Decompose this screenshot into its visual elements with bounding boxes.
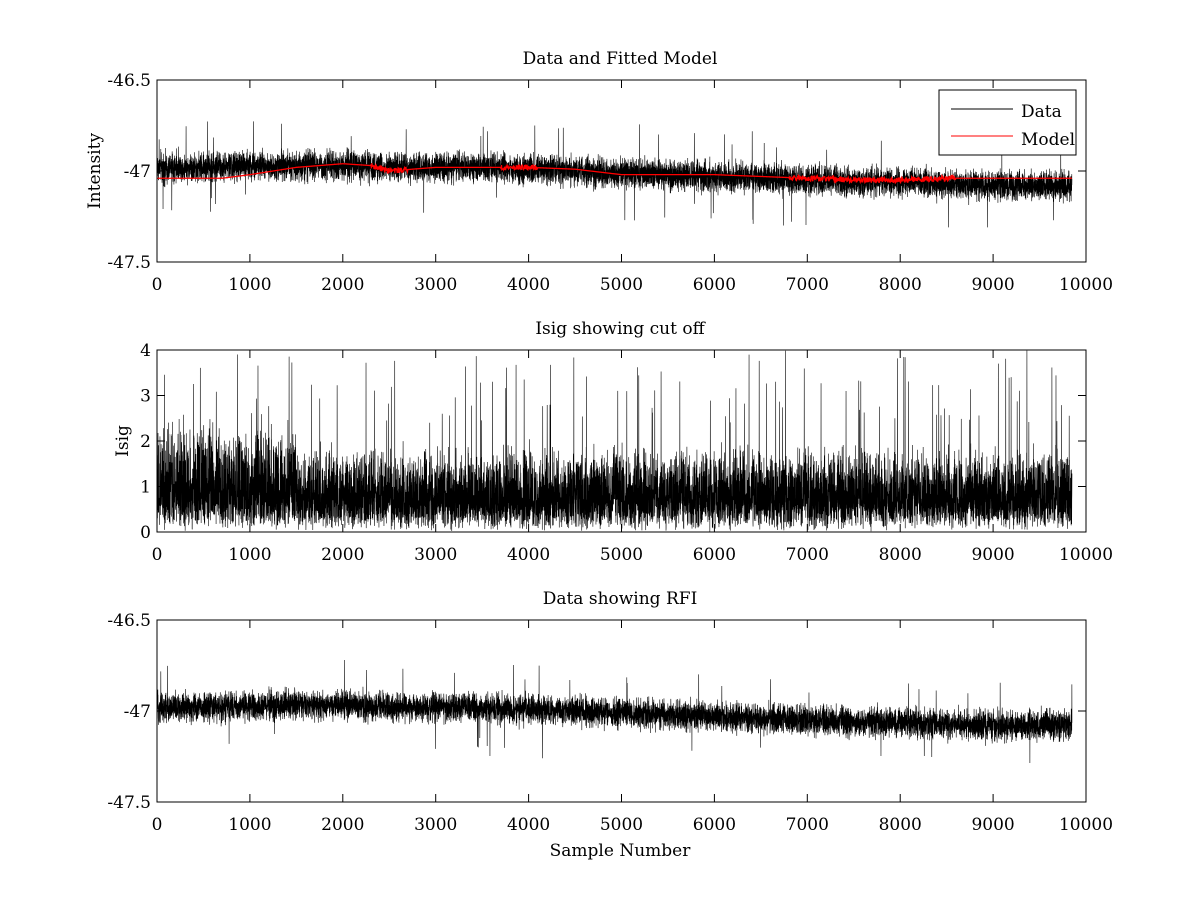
x-tick-label: 5000 [600,275,643,295]
x-tick-label: 6000 [693,545,736,565]
x-tick-label: 4000 [507,275,550,295]
y-tick-label: -47.5 [107,253,151,273]
x-tick-label: 7000 [786,545,829,565]
x-tick-label: 1000 [228,545,271,565]
x-tick-label: 3000 [414,545,457,565]
y-tick-label: -46.5 [107,71,151,91]
x-tick-label: 2000 [321,815,364,835]
chart-title: Isig showing cut off [535,319,706,339]
y-axis-label: Isig [113,425,133,457]
y-axis-label: Intensity [85,133,105,209]
x-tick-label: 0 [152,545,163,565]
x-tick-label: 4000 [507,545,550,565]
x-tick-label: 6000 [693,275,736,295]
x-tick-label: 2000 [321,545,364,565]
x-tick-label: 10000 [1059,815,1113,835]
y-tick-label: 2 [140,432,151,452]
legend-model-label: Model [1021,130,1075,150]
x-tick-label: 9000 [971,545,1014,565]
x-tick-label: 0 [152,815,163,835]
x-tick-label: 1000 [228,275,271,295]
x-tick-label: 5000 [600,545,643,565]
x-tick-label: 2000 [321,275,364,295]
x-tick-label: 4000 [507,815,550,835]
x-tick-label: 5000 [600,815,643,835]
y-tick-label: 4 [140,341,151,361]
y-tick-label: 3 [140,387,151,407]
x-tick-label: 1000 [228,815,271,835]
x-tick-label: 0 [152,275,163,295]
x-tick-label: 7000 [786,815,829,835]
x-tick-label: 6000 [693,815,736,835]
y-tick-label: 0 [140,523,151,543]
y-tick-label: 1 [140,478,151,498]
x-tick-label: 9000 [971,815,1014,835]
x-axis-label: Sample Number [550,841,692,861]
x-tick-label: 8000 [879,545,922,565]
x-tick-label: 8000 [879,275,922,295]
x-tick-label: 3000 [414,815,457,835]
x-tick-label: 10000 [1059,275,1113,295]
x-tick-label: 8000 [879,815,922,835]
legend-data-label: Data [1021,102,1062,122]
x-tick-label: 3000 [414,275,457,295]
x-tick-label: 10000 [1059,545,1113,565]
x-tick-label: 7000 [786,275,829,295]
chart-title: Data showing RFI [543,589,698,609]
y-tick-label: -47 [124,162,151,182]
y-tick-label: -46.5 [107,611,151,631]
legend: Data Model [939,90,1076,155]
x-tick-label: 9000 [971,275,1014,295]
y-tick-label: -47.5 [107,793,151,813]
chart-title: Data and Fitted Model [523,49,718,69]
y-tick-label: -47 [124,702,151,722]
